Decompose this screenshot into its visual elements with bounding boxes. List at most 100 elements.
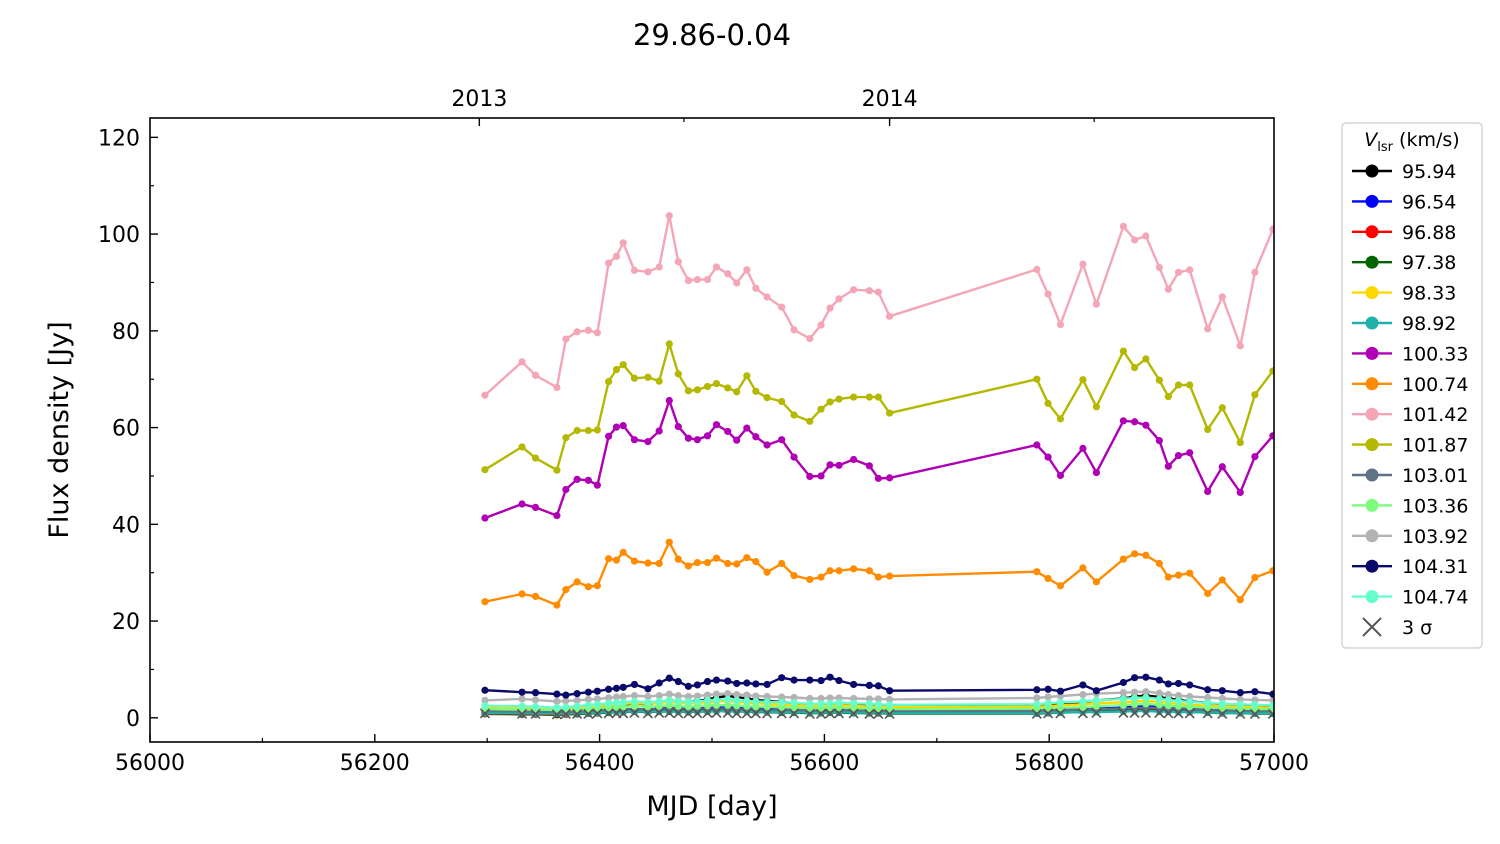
legend-title-v: V [1364, 129, 1379, 151]
data-point [885, 312, 894, 320]
data-point [1164, 690, 1172, 699]
data-point [752, 557, 760, 566]
sigma-marker [1184, 708, 1195, 719]
data-point [593, 687, 601, 695]
data-point [1142, 232, 1150, 240]
data-point [817, 700, 825, 708]
data-point [1164, 462, 1172, 470]
sigma-marker [683, 708, 694, 719]
data-point [1131, 236, 1139, 244]
data-point [1044, 399, 1052, 407]
series-layer [479, 212, 1274, 720]
data-point [604, 699, 613, 707]
legend-title-sub: lsr [1377, 140, 1393, 155]
data-point [790, 326, 798, 334]
data-point [874, 474, 882, 482]
data-point [778, 698, 786, 706]
series-line [484, 541, 1274, 607]
data-point [693, 697, 701, 705]
data-point [850, 286, 858, 294]
data-point [1174, 452, 1183, 460]
data-point [733, 388, 741, 396]
data-point [562, 335, 570, 343]
data-point [531, 503, 540, 511]
data-point [1079, 681, 1087, 689]
data-point [584, 476, 592, 484]
data-point [693, 681, 701, 689]
data-point [665, 396, 673, 405]
series-line [484, 702, 1273, 712]
data-point [1142, 673, 1150, 681]
data-point [584, 583, 592, 591]
legend-marker [1365, 377, 1379, 391]
legend-marker [1365, 498, 1379, 512]
legend-item-97.38: 97.38 [1352, 252, 1456, 274]
data-point [1164, 696, 1172, 704]
data-point [826, 461, 834, 469]
data-point [1174, 679, 1183, 688]
data-point [790, 572, 798, 580]
data-point [612, 684, 621, 692]
legend-label: 103.01 [1402, 465, 1468, 487]
sigma-marker [1154, 707, 1165, 719]
data-point [562, 697, 570, 705]
data-point [826, 567, 834, 575]
data-point [1079, 376, 1087, 384]
data-point [724, 695, 732, 704]
data-point [1251, 573, 1259, 582]
data-point [665, 674, 673, 682]
data-point [684, 434, 692, 442]
data-point [712, 263, 721, 271]
data-point [874, 288, 882, 296]
data-point [733, 696, 741, 705]
data-point [562, 586, 570, 594]
data-point [763, 698, 771, 706]
data-point [1251, 701, 1259, 709]
sigma-marker [788, 708, 800, 719]
data-point [752, 703, 760, 711]
data-point [817, 321, 825, 329]
data-point [665, 340, 673, 348]
data-point [584, 326, 592, 334]
sigma-marker [592, 708, 603, 719]
data-point [630, 680, 639, 689]
legend-item-103.36: 103.36 [1352, 495, 1468, 517]
data-point [693, 386, 701, 394]
data-point [584, 695, 592, 704]
data-point [1155, 689, 1163, 697]
y-tick-label: 60 [112, 417, 140, 442]
data-point [684, 698, 692, 706]
data-point [806, 472, 814, 481]
data-point [778, 674, 786, 682]
data-point [703, 558, 712, 567]
data-point [1092, 702, 1101, 710]
data-point [1056, 582, 1065, 590]
data-point [885, 701, 894, 709]
data-point [778, 397, 786, 406]
data-point [850, 393, 858, 401]
data-point [612, 423, 621, 431]
data-point [1033, 700, 1041, 708]
data-point [593, 426, 601, 434]
data-point [1119, 695, 1127, 703]
data-point [743, 702, 751, 710]
sigma-marker [1091, 707, 1102, 719]
data-point [619, 698, 627, 706]
legend-label: 97.38 [1402, 252, 1456, 274]
data-point [703, 677, 712, 686]
data-point [1079, 260, 1087, 268]
data-point [1236, 596, 1244, 604]
data-point [1155, 376, 1163, 384]
data-point [674, 691, 682, 700]
series-line [484, 699, 1273, 711]
data-point [1092, 696, 1101, 705]
data-point [1236, 342, 1244, 350]
axes-ticks: 56000 56200 56400 56600 56800 57000 0 20 40 60 80 1… [98, 126, 1309, 776]
sigma-marker [618, 708, 629, 719]
data-point [1269, 701, 1274, 709]
data-point [885, 687, 894, 695]
data-point [724, 690, 732, 698]
plot-frame [149, 117, 1275, 743]
data-point [817, 405, 825, 413]
data-point [790, 693, 798, 702]
